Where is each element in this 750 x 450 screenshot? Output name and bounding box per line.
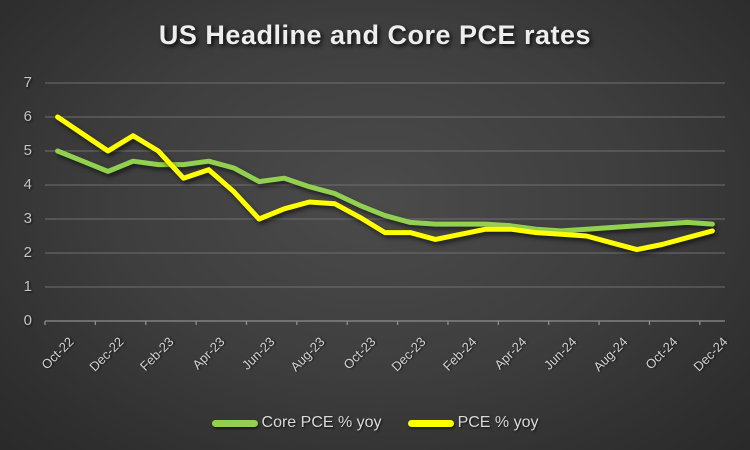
y-axis-tick-label: 6 (23, 108, 32, 125)
legend-swatch-core-pce (211, 419, 258, 427)
legend-swatch-pce (407, 419, 454, 427)
series-line-core-pce (55, 148, 715, 234)
y-axis-tick-label: 1 (23, 278, 32, 295)
legend-label-core-pce: Core PCE % yoy (261, 414, 382, 431)
y-axis-tick-label: 7 (23, 74, 32, 91)
chart-title: US Headline and Core PCE rates (158, 20, 592, 50)
y-axis-tick-label: 2 (23, 244, 32, 261)
series-line-pce (55, 114, 715, 253)
y-axis-tick-label: 0 (23, 312, 32, 329)
y-axis-tick-label: 4 (23, 176, 32, 193)
legend-item-core-pce: Core PCE % yoy (211, 414, 382, 432)
legend-label-pce: PCE % yoy (457, 414, 539, 431)
y-axis-tick-label: 3 (23, 210, 32, 227)
legend-item-pce: PCE % yoy (407, 414, 539, 432)
y-axis-tick-label: 5 (23, 142, 32, 159)
legend: Core PCE % yoy PCE % yoy (0, 414, 750, 432)
